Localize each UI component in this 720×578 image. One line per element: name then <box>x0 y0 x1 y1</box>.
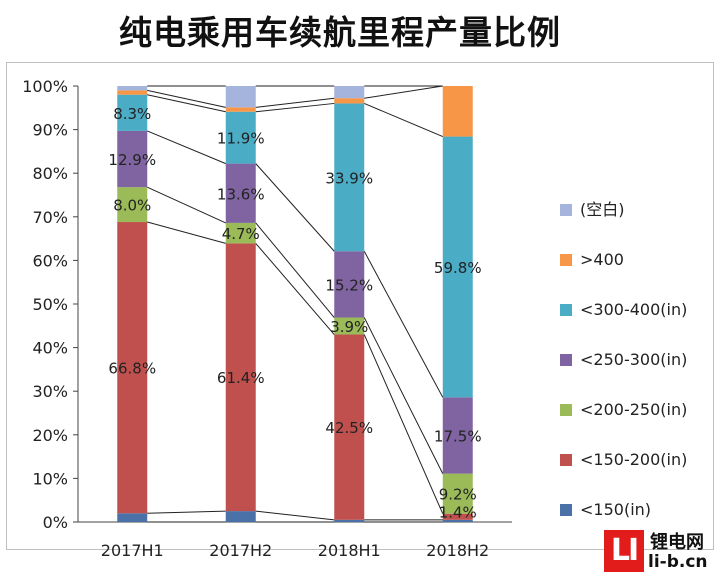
bar-segment <box>334 317 365 335</box>
bar-segment <box>442 513 473 520</box>
x-tick-label: 2017H2 <box>209 541 272 560</box>
bar-segment <box>442 473 473 514</box>
y-tick-label: 0% <box>43 513 68 532</box>
data-label: 13.6% <box>217 185 265 203</box>
legend-label: (空白) <box>580 200 625 219</box>
legend-swatch <box>560 304 572 316</box>
series-connector-line <box>363 317 444 474</box>
watermark-url: li-b.cn <box>648 552 708 572</box>
bar-segment <box>442 519 473 522</box>
data-label: 33.9% <box>325 169 373 187</box>
data-label: 12.9% <box>108 151 156 169</box>
bar-segment <box>334 334 365 520</box>
bar-segment <box>442 397 473 474</box>
bar-segment <box>334 519 365 522</box>
legend-swatch <box>560 454 572 466</box>
series-connector-line <box>255 102 335 113</box>
series-connector-line <box>364 85 443 99</box>
series-connector-line <box>147 94 226 113</box>
bar-segment <box>225 222 256 244</box>
series-connector-line <box>255 163 335 252</box>
data-label: 8.3% <box>113 105 151 123</box>
data-label: 9.2% <box>439 486 477 504</box>
series-connector-line <box>255 97 335 108</box>
series-connector-line <box>147 186 226 224</box>
legend-label: <200-250(in) <box>580 400 687 419</box>
y-tick-label: 80% <box>32 164 68 183</box>
legend-swatch <box>560 204 572 216</box>
series-connector-line <box>147 510 226 514</box>
data-label: 66.8% <box>108 360 156 378</box>
y-tick-label: 60% <box>32 251 68 270</box>
bar-segment <box>225 86 256 108</box>
series-connector-line <box>255 243 335 335</box>
legend-swatch <box>560 254 572 266</box>
chart-title: 纯电乘用车续航里程产量比例 <box>119 13 561 52</box>
legend-label: <150-200(in) <box>580 450 687 469</box>
data-label: 1.4% <box>439 504 477 522</box>
legend-swatch <box>560 354 572 366</box>
x-tick-label: 2018H2 <box>426 541 489 560</box>
bar-segment <box>225 243 256 512</box>
series-connector-line <box>147 130 226 165</box>
data-label: 15.2% <box>325 276 373 294</box>
data-label: 4.7% <box>222 225 260 243</box>
bar-segment <box>442 86 473 137</box>
bar-segment <box>117 187 148 223</box>
series-connector-line <box>255 222 335 318</box>
y-tick-label: 90% <box>32 121 68 140</box>
bar-segment <box>225 107 256 112</box>
series-connector-line <box>255 510 335 521</box>
bar-segment <box>117 513 148 522</box>
x-tick-label: 2018H1 <box>318 541 381 560</box>
bar-segment <box>334 103 365 252</box>
y-tick-label: 40% <box>32 339 68 358</box>
legend-swatch <box>560 404 572 416</box>
watermark-logo-mark: LI <box>604 530 644 572</box>
y-tick-label: 70% <box>32 208 68 227</box>
y-tick-label: 10% <box>32 469 68 488</box>
bar-segment <box>442 136 473 398</box>
x-tick-label: 2017H1 <box>101 541 164 560</box>
data-label: 59.8% <box>434 259 482 277</box>
data-label: 17.5% <box>434 427 482 445</box>
legend-swatch <box>560 504 572 516</box>
y-tick-label: 20% <box>32 426 68 445</box>
legend-label: <250-300(in) <box>580 350 687 369</box>
y-tick-label: 50% <box>32 295 68 314</box>
y-tick-label: 100% <box>22 77 68 96</box>
watermark-logo: LI 锂电网 li-b.cn <box>604 528 716 574</box>
bar-segment <box>117 130 148 188</box>
bar-segment <box>117 90 148 95</box>
series-connector-line <box>147 221 226 244</box>
series-connector-line <box>363 334 444 514</box>
data-label: 3.9% <box>330 318 368 336</box>
y-tick-label: 30% <box>32 382 68 401</box>
bar-segment <box>334 86 365 99</box>
bar-segment <box>225 111 256 164</box>
bar-segment <box>117 222 148 514</box>
bar-segment <box>117 94 148 131</box>
series-connector-line <box>364 102 443 138</box>
series-connector-line <box>147 89 226 108</box>
data-label: 11.9% <box>217 130 265 148</box>
bar-segment <box>334 98 365 104</box>
series-connector-line <box>363 251 444 398</box>
bar-segment <box>225 511 256 522</box>
data-label: 8.0% <box>113 197 151 215</box>
bar-segment <box>225 163 256 223</box>
data-label: 42.5% <box>325 419 373 437</box>
legend-label: <150(in) <box>580 500 651 519</box>
legend-label: >400 <box>580 250 624 269</box>
bar-segment <box>117 86 148 91</box>
watermark-brand: 锂电网 <box>650 532 704 553</box>
legend-label: <300-400(in) <box>580 300 687 319</box>
data-label: 61.4% <box>217 369 265 387</box>
bar-segment <box>334 251 365 318</box>
